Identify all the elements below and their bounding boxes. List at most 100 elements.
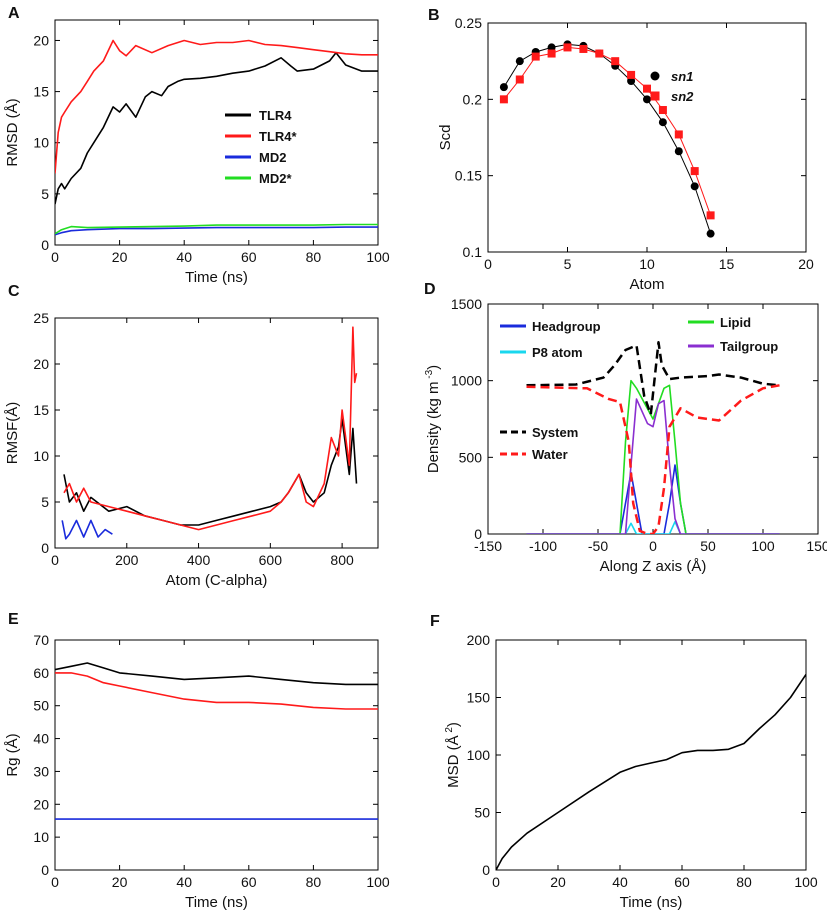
x-tick-label: 0 bbox=[649, 538, 657, 554]
data-point bbox=[563, 43, 572, 52]
y-tick-label: 50 bbox=[33, 698, 49, 714]
data-point bbox=[627, 77, 636, 86]
data-layer bbox=[55, 662, 378, 820]
data-point bbox=[690, 167, 699, 176]
y-tick-label: 20 bbox=[33, 32, 49, 48]
data-point bbox=[499, 95, 508, 104]
x-tick-label: 50 bbox=[700, 538, 716, 554]
data-point bbox=[643, 84, 651, 93]
x-tick-label: 80 bbox=[306, 249, 322, 265]
series-line-msd bbox=[496, 674, 806, 870]
x-tick-label: 20 bbox=[112, 874, 128, 890]
y-axis-label: Scd bbox=[437, 125, 454, 151]
x-tick-label: 150 bbox=[806, 538, 827, 554]
legend-label: P8 atom bbox=[532, 345, 583, 360]
y-tick-label: 70 bbox=[33, 632, 49, 648]
data-point bbox=[547, 49, 556, 58]
legend-label: Water bbox=[532, 447, 568, 462]
y-tick-label: 10 bbox=[33, 448, 49, 464]
series-line-headgroup bbox=[526, 464, 780, 534]
series-line-system bbox=[526, 341, 780, 416]
legend-label: Headgroup bbox=[532, 319, 601, 334]
y-tick-label: 25 bbox=[33, 310, 49, 326]
series-line-tlr4- bbox=[55, 672, 378, 710]
series-line-md2- bbox=[55, 223, 378, 235]
x-tick-label: 100 bbox=[751, 538, 775, 554]
legend-marker bbox=[650, 91, 660, 101]
data-point bbox=[515, 57, 524, 66]
plot-frame bbox=[54, 639, 379, 871]
plot-frame bbox=[54, 317, 379, 549]
data-point bbox=[547, 43, 556, 52]
x-tick-label: 60 bbox=[241, 874, 257, 890]
legend-label: System bbox=[532, 425, 578, 440]
y-tick-label: 0 bbox=[482, 862, 490, 878]
series-line-tlr4 bbox=[63, 418, 358, 526]
y-tick-label: 20 bbox=[33, 796, 49, 812]
x-tick-label: 0 bbox=[51, 874, 59, 890]
x-tick-label: 0 bbox=[51, 552, 59, 568]
data-layer bbox=[55, 39, 378, 236]
x-axis-label: Time (ns) bbox=[620, 894, 683, 911]
x-tick-label: 800 bbox=[330, 552, 354, 568]
legend-label: sn2 bbox=[671, 89, 694, 104]
data-point bbox=[706, 229, 715, 238]
data-point bbox=[674, 147, 683, 156]
y-tick-label: 0 bbox=[474, 526, 482, 542]
y-axis-label: MSD (Å 2) bbox=[444, 722, 462, 788]
panel-letter: C bbox=[8, 283, 20, 300]
data-point bbox=[499, 83, 508, 92]
y-tick-label: 0 bbox=[41, 862, 49, 878]
data-layer bbox=[526, 341, 780, 534]
y-tick-label: 40 bbox=[33, 731, 49, 747]
data-point bbox=[627, 70, 636, 79]
x-tick-label: 100 bbox=[366, 874, 390, 890]
y-tick-label: 60 bbox=[33, 665, 49, 681]
x-tick-label: -100 bbox=[529, 538, 557, 554]
legend-label: Tailgroup bbox=[720, 339, 778, 354]
y-tick-label: 30 bbox=[33, 763, 49, 779]
x-tick-label: 60 bbox=[674, 874, 690, 890]
panel-letter: F bbox=[430, 613, 440, 630]
panel-f: F 0 20 40 60 80 100 0 50 100 150 200 Time (ns) MSD (Å… bbox=[430, 613, 818, 911]
x-tick-label: 600 bbox=[259, 552, 283, 568]
y-tick-label: 10 bbox=[33, 829, 49, 845]
x-tick-label: -150 bbox=[474, 538, 502, 554]
series-line-md2 bbox=[55, 226, 378, 236]
legend-marker bbox=[650, 71, 660, 81]
legend-label: TLR4* bbox=[259, 129, 298, 144]
series-line-tlr4- bbox=[55, 39, 378, 174]
data-point bbox=[595, 49, 604, 58]
y-tick-label: 0.2 bbox=[463, 91, 483, 107]
data-point bbox=[706, 211, 715, 220]
x-axis-label: Atom (C-alpha) bbox=[166, 572, 268, 589]
series-line-md2 bbox=[61, 519, 113, 540]
y-tick-label: 0.1 bbox=[463, 244, 483, 260]
y-tick-label: 500 bbox=[459, 449, 483, 465]
data-point bbox=[690, 182, 699, 191]
y-tick-label: 20 bbox=[33, 356, 49, 372]
x-tick-label: 10 bbox=[639, 256, 655, 272]
legend-label: TLR4 bbox=[259, 108, 292, 123]
x-tick-label: 0 bbox=[51, 249, 59, 265]
y-tick-label: 0.15 bbox=[455, 168, 482, 184]
x-tick-label: 40 bbox=[176, 874, 192, 890]
panel-e: E 0 20 40 60 80 100 0 10 20 30 40 50 60 70 Time (ns) Rg … bbox=[4, 611, 390, 911]
x-tick-label: 0 bbox=[484, 256, 492, 272]
legend-label: MD2* bbox=[259, 171, 292, 186]
y-tick-label: 200 bbox=[467, 632, 491, 648]
y-tick-label: 50 bbox=[474, 805, 490, 821]
panel-letter: B bbox=[428, 7, 440, 24]
x-tick-label: 20 bbox=[550, 874, 566, 890]
y-tick-label: 0.25 bbox=[455, 15, 482, 31]
x-tick-label: 60 bbox=[241, 249, 257, 265]
data-layer bbox=[499, 40, 715, 238]
y-tick-label: 5 bbox=[41, 186, 49, 202]
data-layer bbox=[496, 674, 806, 870]
panel-a: A 0 20 40 60 80 100 0 5 10 15 20 Time (ns) RMSD (Å) TL… bbox=[4, 5, 390, 286]
y-tick-label: 1500 bbox=[451, 296, 482, 312]
series-line-tlr4 bbox=[55, 662, 378, 686]
panel-b: B 0 5 10 15 20 0.1 0.15 0.2 0.25 Atom Scd sn1 sn2 bbox=[428, 7, 814, 293]
y-tick-label: 0 bbox=[41, 237, 49, 253]
data-point bbox=[515, 75, 524, 84]
